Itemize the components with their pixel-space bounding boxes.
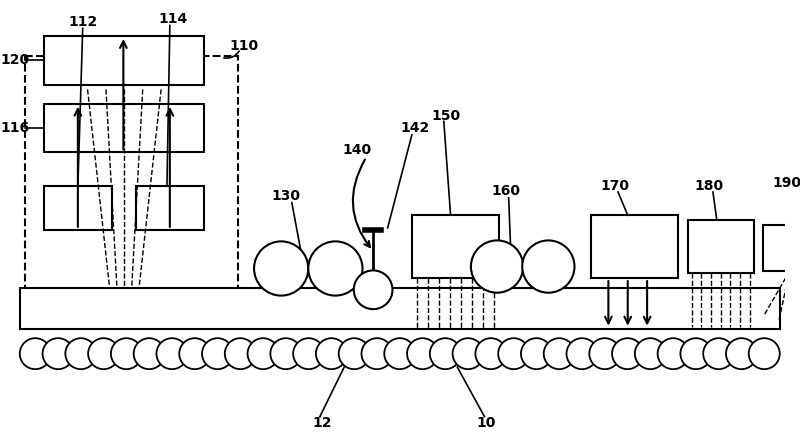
Circle shape (384, 338, 415, 369)
Bar (136, 186, 204, 230)
Circle shape (270, 338, 302, 369)
Circle shape (111, 338, 142, 369)
Text: 150: 150 (431, 109, 460, 122)
Text: 140: 140 (342, 143, 371, 158)
Bar (25, 56, 238, 298)
Circle shape (726, 338, 757, 369)
Circle shape (407, 338, 438, 369)
Bar (763, 225, 800, 271)
Text: 116: 116 (0, 121, 30, 135)
Circle shape (544, 338, 574, 369)
Circle shape (703, 338, 734, 369)
Circle shape (566, 338, 598, 369)
Text: 114: 114 (158, 12, 187, 26)
Circle shape (498, 338, 529, 369)
Circle shape (293, 338, 324, 369)
Circle shape (316, 338, 347, 369)
Circle shape (612, 338, 643, 369)
Circle shape (522, 240, 574, 293)
Text: 12: 12 (312, 417, 331, 430)
Circle shape (88, 338, 119, 369)
Circle shape (471, 240, 523, 293)
Circle shape (521, 338, 552, 369)
Circle shape (134, 338, 165, 369)
Circle shape (338, 338, 370, 369)
Text: 110: 110 (230, 39, 259, 53)
Circle shape (42, 338, 74, 369)
Bar (591, 215, 678, 278)
Circle shape (430, 338, 461, 369)
Circle shape (225, 338, 256, 369)
Text: 170: 170 (601, 179, 630, 193)
Text: 130: 130 (271, 189, 301, 203)
Circle shape (354, 271, 393, 309)
Text: 180: 180 (694, 179, 724, 193)
Circle shape (254, 241, 308, 295)
Circle shape (66, 338, 96, 369)
Bar (44, 186, 112, 230)
Circle shape (157, 338, 187, 369)
Text: 160: 160 (491, 184, 520, 198)
Bar (20, 288, 780, 328)
Circle shape (590, 338, 620, 369)
Circle shape (681, 338, 711, 369)
Bar (44, 36, 204, 85)
Circle shape (247, 338, 278, 369)
Bar (412, 215, 499, 278)
Text: 120: 120 (0, 53, 30, 67)
Circle shape (658, 338, 689, 369)
Circle shape (635, 338, 666, 369)
Circle shape (453, 338, 483, 369)
Bar (44, 104, 204, 152)
Circle shape (475, 338, 506, 369)
Text: 142: 142 (400, 121, 430, 135)
Circle shape (308, 241, 362, 295)
Circle shape (20, 338, 50, 369)
Bar (688, 220, 754, 273)
Circle shape (202, 338, 233, 369)
Circle shape (362, 338, 393, 369)
Text: 10: 10 (477, 417, 496, 430)
Text: 190: 190 (772, 176, 800, 190)
Text: 112: 112 (68, 15, 98, 28)
Circle shape (179, 338, 210, 369)
Circle shape (749, 338, 780, 369)
